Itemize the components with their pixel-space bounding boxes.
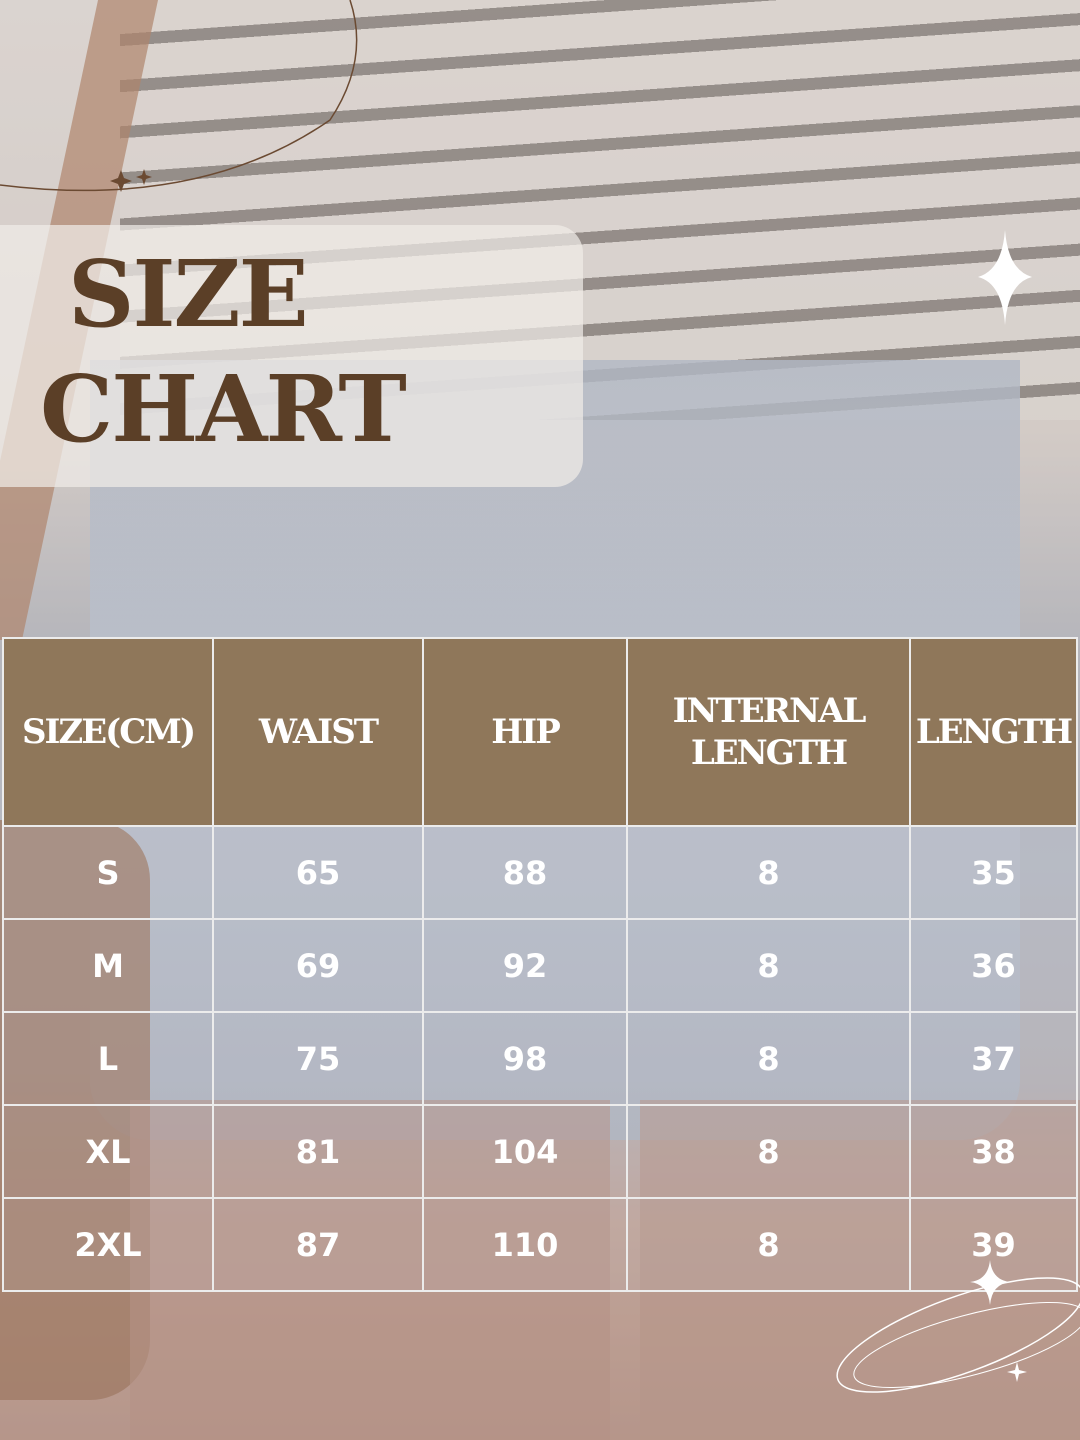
table-row: S 65 88 8 35 [2, 825, 1078, 920]
cell-internal-length: 8 [626, 1011, 911, 1106]
cell-internal-length: 8 [626, 1197, 911, 1292]
sparkle-icon [978, 230, 1032, 325]
cell-size: XL [2, 1104, 214, 1199]
title-panel [0, 225, 583, 487]
cell-hip: 104 [422, 1104, 628, 1199]
cell-internal-length: 8 [626, 825, 911, 920]
cell-size: S [2, 825, 214, 920]
cell-hip: 98 [422, 1011, 628, 1106]
cell-size: M [2, 918, 214, 1013]
cell-length: 38 [909, 1104, 1078, 1199]
cell-waist: 75 [212, 1011, 424, 1106]
cell-hip: 110 [422, 1197, 628, 1292]
cell-internal-length: 8 [626, 1104, 911, 1199]
title-line-1: SIZE [68, 240, 309, 348]
cell-internal-length: 8 [626, 918, 911, 1013]
size-chart-table: SIZE(CM) WAIST HIP INTERNAL LENGTH LENGT… [2, 637, 1078, 1292]
table-row: L 75 98 8 37 [2, 1011, 1078, 1106]
orbit-sparkle-decoration [836, 1260, 1080, 1393]
cell-length: 36 [909, 918, 1078, 1013]
cell-waist: 87 [212, 1197, 424, 1292]
orbit-line-decoration [0, 0, 358, 192]
header-size: SIZE(CM) [2, 637, 214, 827]
cell-waist: 65 [212, 825, 424, 920]
cell-size: 2XL [2, 1197, 214, 1292]
cell-waist: 81 [212, 1104, 424, 1199]
table-row: M 69 92 8 36 [2, 918, 1078, 1013]
cell-length: 37 [909, 1011, 1078, 1106]
title-line-2: CHART [40, 355, 407, 463]
header-length: LENGTH [909, 637, 1078, 827]
header-waist: WAIST [212, 637, 424, 827]
cell-hip: 92 [422, 918, 628, 1013]
table-row: XL 81 104 8 38 [2, 1104, 1078, 1199]
header-hip: HIP [422, 637, 628, 827]
cell-waist: 69 [212, 918, 424, 1013]
header-internal-length: INTERNAL LENGTH [626, 637, 911, 827]
table-header-row: SIZE(CM) WAIST HIP INTERNAL LENGTH LENGT… [2, 637, 1078, 827]
cell-hip: 88 [422, 825, 628, 920]
cell-size: L [2, 1011, 214, 1106]
cell-length: 35 [909, 825, 1078, 920]
